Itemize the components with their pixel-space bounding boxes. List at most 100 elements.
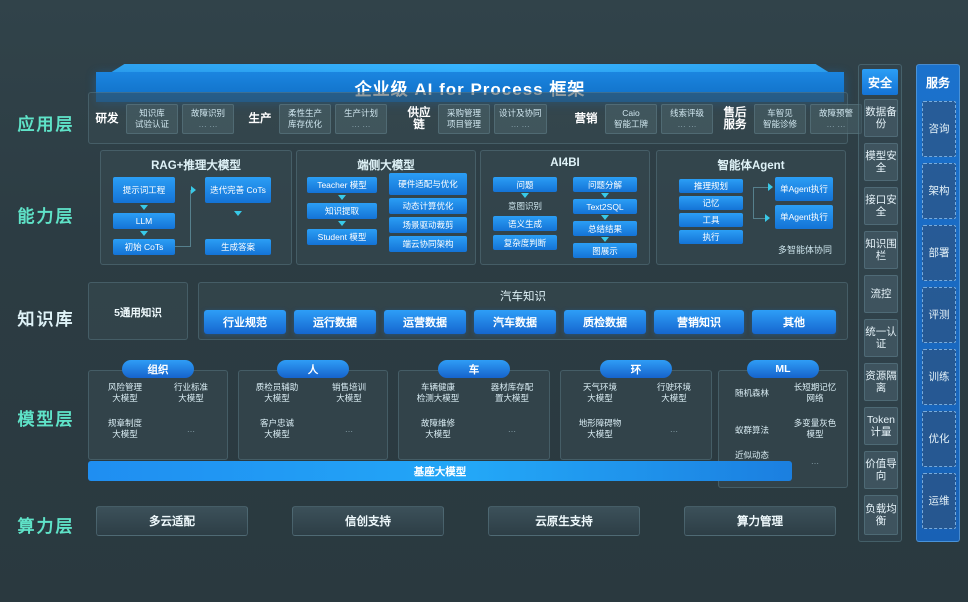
knowledge-chip-operation-data[interactable]: 运营数据 [384,310,466,334]
edge-node-student[interactable]: Student 模型 [307,229,377,245]
app-cell-line1: 车智见 [767,108,793,118]
app-cell-line2: … … [510,119,530,129]
rag-node-iterate-cots[interactable]: 迭代完善 CoTs [205,177,271,203]
rail-item-resource-isolation[interactable]: 资源隔离 [864,363,898,401]
model-cell-more: … [344,424,354,434]
app-cell[interactable]: 故障识别 … … [182,104,234,134]
compute-btn-xinchuang[interactable]: 信创支持 [292,506,444,536]
arrow-down-icon [140,231,148,236]
app-cell[interactable]: 设计及协同 … … [494,104,547,134]
arrow-right-icon [191,186,196,194]
rail-item-operations[interactable]: 运维 [922,473,956,529]
agent-node-memory[interactable]: 记忆 [679,196,743,210]
app-group-marketing[interactable]: 营销 Caio 智能工牌 线索评级 … … [571,96,713,142]
ai4bi-node-summary[interactable]: 总结结果 [573,221,637,236]
ai4bi-node-semantics[interactable]: 语义生成 [493,216,557,231]
model-cell: 销售培训 大模型 [331,382,366,403]
app-cell[interactable]: 柔性生产 库存优化 [279,104,331,134]
capability-card-edge[interactable]: 端侧大模型 Teacher 模型 知识提取 Student 模型 硬件适配与优化… [296,150,476,265]
app-cell[interactable]: 线索评级 … … [661,104,713,134]
rail-item-architecture[interactable]: 架构 [922,163,956,219]
rag-node-answer[interactable]: 生成答案 [205,239,271,255]
model-card-environment[interactable] [560,370,712,460]
rail-item-evaluation[interactable]: 评测 [922,287,956,343]
knowledge-chip-qa-data[interactable]: 质检数据 [564,310,646,334]
edge-node-scene-prune[interactable]: 场景驱动裁剪 [389,217,467,233]
agent-node-single-2[interactable]: 单Agent执行 [775,205,833,229]
rail-item-unified-auth[interactable]: 统一认证 [864,319,898,357]
app-group-supply-chain[interactable]: 供应链 采购管理 项目管理 设计及协同 … … [404,96,547,142]
ai4bi-node-intent: 意图识别 [507,201,542,211]
rail-item-load-balancing[interactable]: 负载均衡 [864,495,898,535]
model-cell: 行业标准 大模型 [173,382,208,403]
capability-card-ai4bi[interactable]: AI4BI 问题 意图识别 语义生成 复杂度判断 问题分解 Text2SQL 总… [480,150,650,265]
rail-item-consulting[interactable]: 咨询 [922,101,956,157]
knowledge-general-panel[interactable]: 5通用知识 [88,282,188,340]
app-cell[interactable]: 采购管理 项目管理 [438,104,490,134]
app-cell[interactable]: Caio 智能工牌 [605,104,657,134]
rail-item-model-security[interactable]: 模型安全 [864,143,898,181]
app-group-rnd[interactable]: 研发 知识库 试验认证 故障识别 … … [92,96,234,142]
app-group-label: 生产 [248,112,272,125]
capability-card-agent[interactable]: 智能体Agent 推理规划 记忆 工具 执行 单Agent执行 单Agent执行… [656,150,846,265]
model-card-vehicle[interactable] [398,370,550,460]
app-group-production[interactable]: 生产 柔性生产 库存优化 生产计划 … … [245,96,387,142]
agent-node-tools[interactable]: 工具 [679,213,743,227]
app-group-aftersales[interactable]: 售后服务 车智见 智能诊修 故障预警 … … [720,96,862,142]
agent-node-execute[interactable]: 执行 [679,230,743,244]
rail-item-flow-control[interactable]: 流控 [864,275,898,313]
knowledge-chip-industry-spec[interactable]: 行业规范 [204,310,286,334]
knowledge-chip-other[interactable]: 其他 [752,310,836,334]
ai4bi-node-decompose[interactable]: 问题分解 [573,177,637,192]
model-pill-people: 人 [277,360,349,378]
base-model-bar[interactable]: 基座大模型 [88,461,792,481]
arrow-down-icon [338,221,346,226]
app-cell[interactable]: 知识库 试验认证 [126,104,178,134]
edge-node-distill[interactable]: 知识提取 [307,203,377,219]
knowledge-chip-vehicle-data[interactable]: 汽车数据 [474,310,556,334]
ai4bi-node-text2sql[interactable]: Text2SQL [573,199,637,214]
knowledge-chip-marketing[interactable]: 营销知识 [654,310,744,334]
agent-node-single-1[interactable]: 单Agent执行 [775,177,833,201]
edge-node-teacher[interactable]: Teacher 模型 [307,177,377,193]
knowledge-chip-runtime-data[interactable]: 运行数据 [294,310,376,334]
rail-item-deployment[interactable]: 部署 [922,225,956,281]
layer-label-application: 应用层 [17,115,75,134]
edge-node-hw-opt[interactable]: 硬件适配与优化 [389,173,467,195]
compute-btn-cloudnative[interactable]: 云原生支持 [488,506,640,536]
edge-node-cloud-edge[interactable]: 端云协同架构 [389,236,467,252]
compute-btn-multicloud[interactable]: 多云适配 [96,506,248,536]
rail-item-value-driven[interactable]: 价值导向 [864,451,898,489]
model-card-organization[interactable] [88,370,228,460]
app-cell[interactable]: 车智见 智能诊修 [754,104,806,134]
app-cell-line2: 智能诊修 [762,119,797,129]
app-cell[interactable]: 生产计划 … … [335,104,387,134]
arrow-right-icon [765,214,770,222]
application-groups: 研发 知识库 试验认证 故障识别 … … 生产 柔性生产 库存优化 生产计划 …… [88,96,862,142]
capability-card-rag[interactable]: RAG+推理大模型 提示词工程 LLM 初始 CoTs 迭代完善 CoTs 生成… [100,150,292,265]
model-cell: 质检员辅助 大模型 [255,382,299,403]
app-cell-line1: 故障预警 [818,108,853,118]
agent-node-plan[interactable]: 推理规划 [679,179,743,193]
rail-item-optimization[interactable]: 优化 [922,411,956,467]
security-rail-header: 安全 [862,69,898,95]
app-cell[interactable]: 故障预警 … … [810,104,862,134]
rail-item-data-backup[interactable]: 数据备份 [864,99,898,137]
arrow-down-icon [601,215,609,220]
rail-item-api-security[interactable]: 接口安全 [864,187,898,225]
rag-node-llm[interactable]: LLM [113,213,175,229]
rag-node-init-cots[interactable]: 初始 CoTs [113,239,175,255]
rail-item-training[interactable]: 训练 [922,349,956,405]
model-pill-environment: 环 [600,360,672,378]
rail-item-knowledge-fence[interactable]: 知识围栏 [864,231,898,269]
compute-btn-compute-mgmt[interactable]: 算力管理 [684,506,836,536]
arrow-down-icon [601,193,609,198]
model-pill-organization: 组织 [122,360,194,378]
ai4bi-node-complexity[interactable]: 复杂度判断 [493,235,557,250]
ai4bi-node-chart[interactable]: 图展示 [573,243,637,258]
rag-node-prompt[interactable]: 提示词工程 [113,177,175,203]
ai4bi-node-question[interactable]: 问题 [493,177,557,192]
edge-node-dyn-compute[interactable]: 动态计算优化 [389,198,467,214]
model-cell-more: … [507,424,517,434]
rail-item-token-metering[interactable]: Token计量 [864,407,898,445]
